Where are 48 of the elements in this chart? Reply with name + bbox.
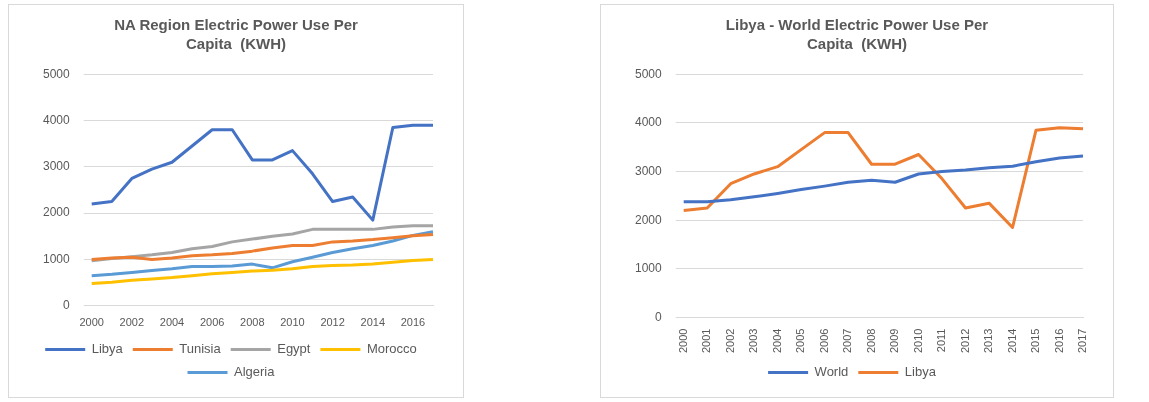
chart-title: NA Region Electric Power Use Per Capita (KWH) xyxy=(113,15,359,53)
y-tick-label: 0 xyxy=(63,298,71,313)
y-tick-label: 5000 xyxy=(634,66,663,81)
legend-label: World xyxy=(814,364,849,380)
x-tick-label: 2014 xyxy=(1005,328,1018,354)
x-tick-label: 2005 xyxy=(794,328,807,354)
x-tick-label: 2003 xyxy=(747,328,760,354)
legend-label: Morocco xyxy=(366,341,417,357)
x-tick-label: 2004 xyxy=(159,316,185,329)
x-tick-label: 2004 xyxy=(770,328,783,354)
x-tick-label: 2002 xyxy=(723,328,736,354)
x-tick-label: 2009 xyxy=(888,328,901,354)
legend-label: Algeria xyxy=(234,364,276,380)
x-tick-label: 2016 xyxy=(1052,328,1065,354)
x-tick-label: 2000 xyxy=(676,328,689,354)
y-tick-label: 1000 xyxy=(42,251,71,266)
x-tick-label: 2014 xyxy=(360,316,386,329)
x-tick-label: 2007 xyxy=(841,328,854,354)
x-tick-label: 2011 xyxy=(935,328,948,353)
y-tick-label: 1000 xyxy=(634,261,663,276)
x-tick-label: 2012 xyxy=(320,316,345,329)
y-tick-label: 5000 xyxy=(42,66,71,81)
x-tick-label: 2008 xyxy=(240,316,265,329)
x-tick-label: 2012 xyxy=(958,328,971,354)
x-tick-label: 2006 xyxy=(817,328,830,354)
y-tick-label: 0 xyxy=(655,309,663,324)
y-tick-label: 4000 xyxy=(634,115,663,130)
x-tick-label: 2000 xyxy=(79,316,104,329)
x-tick-label: 2002 xyxy=(119,316,145,329)
x-tick-label: 2013 xyxy=(982,328,995,354)
legend-label: Libya xyxy=(91,341,124,357)
chart-title: Libya - World Electric Power Use Per Capita (KWH) xyxy=(724,15,990,53)
x-tick-label: 2016 xyxy=(400,316,426,329)
y-tick-label: 4000 xyxy=(42,112,71,127)
x-tick-label: 2001 xyxy=(700,328,713,354)
x-tick-label: 2010 xyxy=(911,328,924,354)
y-tick-label: 2000 xyxy=(634,212,663,227)
x-tick-label: 2006 xyxy=(199,316,225,329)
legend-label: Tunisia xyxy=(179,341,222,357)
y-tick-label: 3000 xyxy=(634,163,663,178)
legend-label: Egypt xyxy=(277,341,311,357)
y-tick-label: 2000 xyxy=(42,205,71,220)
legend-label: Libya xyxy=(904,364,937,380)
x-tick-label: 2008 xyxy=(864,328,877,354)
x-tick-label: 2015 xyxy=(1029,328,1042,354)
x-tick-label: 2010 xyxy=(280,316,305,329)
y-tick-label: 3000 xyxy=(42,159,71,174)
x-tick-label: 2017 xyxy=(1076,328,1089,354)
